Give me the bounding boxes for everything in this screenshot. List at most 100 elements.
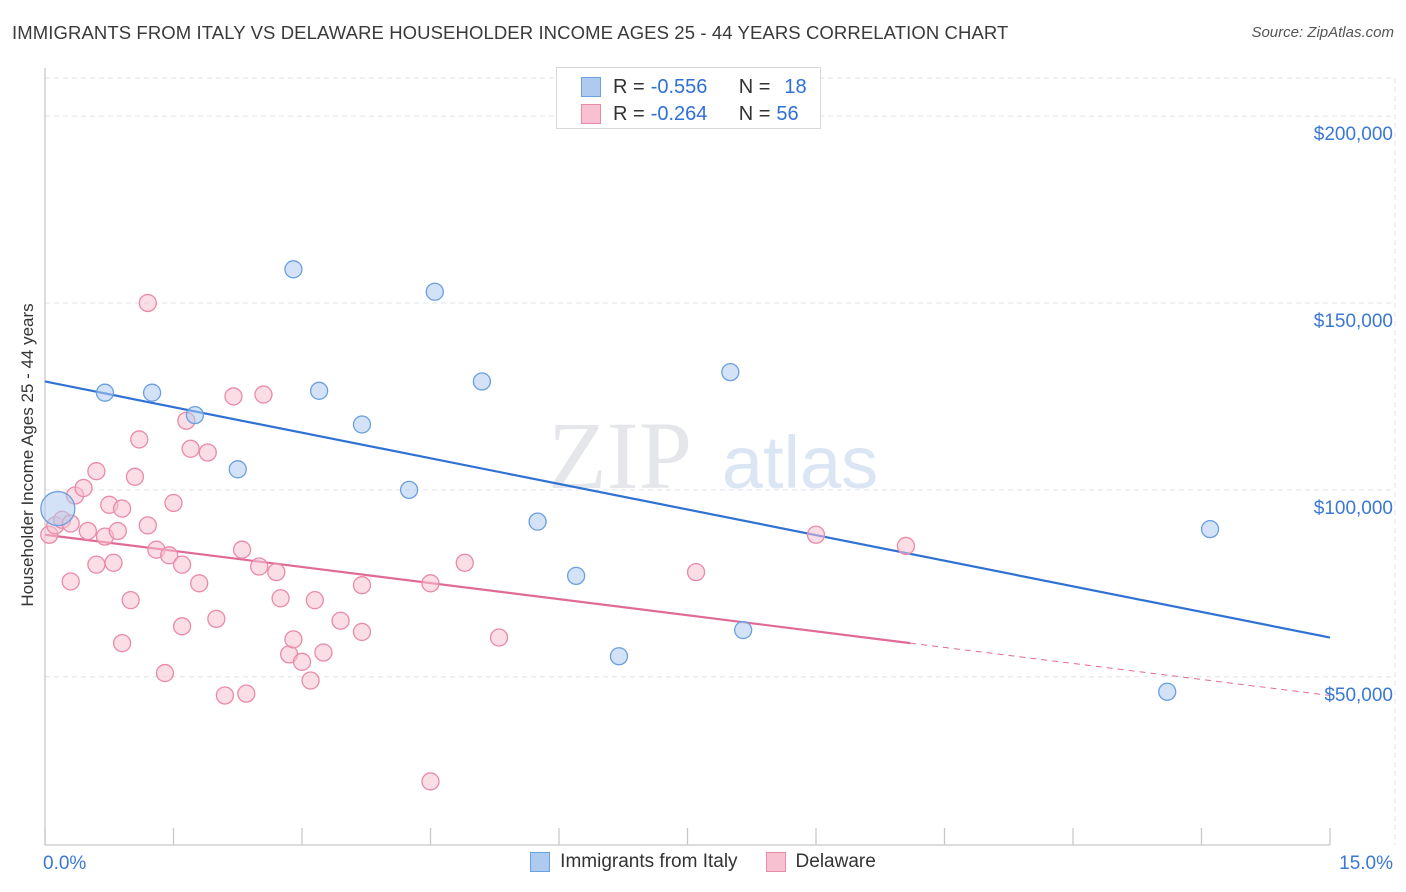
italy-point xyxy=(528,512,547,531)
delaware-point xyxy=(232,540,252,559)
legend-row-delaware: R = -0.264 N = 56 xyxy=(581,101,799,127)
delaware-point xyxy=(87,555,106,574)
delaware-point xyxy=(455,553,474,572)
delaware-point xyxy=(896,536,916,556)
delaware-point xyxy=(352,622,372,642)
data-points xyxy=(40,260,1220,791)
delaware-point xyxy=(78,521,97,541)
watermark-atlas: atlas xyxy=(722,421,878,504)
delaware-point xyxy=(172,617,192,636)
italy-point xyxy=(185,405,205,425)
delaware-trend-extension xyxy=(910,642,1331,696)
italy-point xyxy=(40,490,76,527)
delaware-point xyxy=(207,609,226,628)
delaware-point xyxy=(198,443,217,462)
delaware-point xyxy=(314,643,333,662)
legend-row-italy: R = -0.556 N = 18 xyxy=(581,74,807,100)
delaware-point xyxy=(806,525,826,544)
delaware-point xyxy=(138,516,157,535)
y-tick-label: $200,000 xyxy=(1314,124,1393,145)
delaware-point xyxy=(190,574,209,593)
delaware-point xyxy=(301,671,320,690)
italy-trend-line xyxy=(44,380,1331,639)
delaware-point xyxy=(61,572,80,591)
italy-point xyxy=(284,260,303,279)
legend-label-delaware: Delaware xyxy=(795,851,876,872)
delaware-point xyxy=(421,772,440,791)
legend-n-value: 18 xyxy=(784,75,807,98)
delaware-point xyxy=(108,521,127,541)
y-tick-label: $100,000 xyxy=(1314,498,1393,519)
italy-point xyxy=(734,620,753,640)
axes xyxy=(44,68,1331,846)
italy-point xyxy=(95,383,115,402)
delaware-point xyxy=(164,493,183,513)
legend-n-value: 56 xyxy=(776,102,799,125)
italy-point xyxy=(309,381,329,400)
x-tick-label: 15.0% xyxy=(1339,853,1393,874)
legend-swatch-pink xyxy=(765,852,786,872)
delaware-point xyxy=(254,385,273,404)
delaware-point xyxy=(292,652,312,671)
delaware-point xyxy=(112,633,132,653)
y-tick-label: $50,000 xyxy=(1324,685,1393,706)
delaware-point xyxy=(74,478,93,498)
delaware-point xyxy=(271,589,290,608)
delaware-point xyxy=(331,611,350,630)
delaware-point xyxy=(250,557,269,576)
delaware-point xyxy=(267,562,286,582)
italy-point xyxy=(352,415,372,434)
x-tick-label: 0.0% xyxy=(43,853,86,874)
delaware-point xyxy=(125,467,145,486)
delaware-point xyxy=(130,430,149,449)
legend-item-delaware: Delaware xyxy=(765,851,876,873)
legend-n-label: N = xyxy=(738,75,771,98)
delaware-point xyxy=(181,439,200,458)
legend-label-italy: Immigrants from Italy xyxy=(560,851,738,872)
legend-item-italy: Immigrants from Italy xyxy=(530,851,738,873)
legend-swatch-blue xyxy=(581,77,601,97)
delaware-point xyxy=(160,546,179,565)
delaware-point xyxy=(489,628,509,647)
delaware-point xyxy=(104,553,123,572)
legend-r-value: -0.264 xyxy=(650,102,708,125)
grid-lines xyxy=(45,77,1396,845)
trend-lines xyxy=(44,380,1331,696)
legend-r-label: R = xyxy=(613,102,645,125)
delaware-point xyxy=(284,630,303,649)
delaware-point xyxy=(138,293,157,313)
chart-title: IMMIGRANTS FROM ITALY VS DELAWARE HOUSEH… xyxy=(12,22,1009,43)
delaware-point xyxy=(215,686,235,705)
delaware-point xyxy=(686,562,706,582)
delaware-point xyxy=(121,591,140,610)
italy-point xyxy=(566,566,586,586)
y-axis-title: Householder Income Ages 25 - 44 years xyxy=(18,303,37,607)
legend-r-value: -0.556 xyxy=(650,75,708,98)
delaware-trend-line xyxy=(44,533,911,645)
delaware-point xyxy=(352,576,372,595)
italy-point xyxy=(472,372,492,391)
italy-point xyxy=(609,647,629,666)
correlation-legend: R = -0.556 N = 18 R = -0.264 N = 56 xyxy=(556,67,821,129)
legend-swatch-blue xyxy=(530,852,551,872)
italy-point xyxy=(1200,519,1220,539)
delaware-point xyxy=(155,663,175,683)
watermark-zip: ZIP xyxy=(548,402,692,509)
italy-point xyxy=(1158,682,1177,701)
italy-point xyxy=(228,460,247,479)
italy-point xyxy=(399,480,419,500)
legend-r-label: R = xyxy=(613,75,645,98)
tick-labels: $50,000 $100,000 $150,000 $200,000 0.0% 15.0% xyxy=(43,124,1393,874)
delaware-point xyxy=(305,591,325,610)
source-credit: Source: ZipAtlas.com xyxy=(1251,24,1394,41)
delaware-point xyxy=(237,684,256,703)
series-legend: Immigrants from Italy Delaware xyxy=(0,851,1406,873)
y-tick-label: $150,000 xyxy=(1314,311,1393,332)
watermark: ZIP atlas xyxy=(548,402,878,509)
delaware-point xyxy=(172,555,192,574)
legend-swatch-pink xyxy=(581,104,601,124)
delaware-point xyxy=(421,574,440,593)
italy-point xyxy=(142,383,162,402)
delaware-point xyxy=(112,499,132,518)
